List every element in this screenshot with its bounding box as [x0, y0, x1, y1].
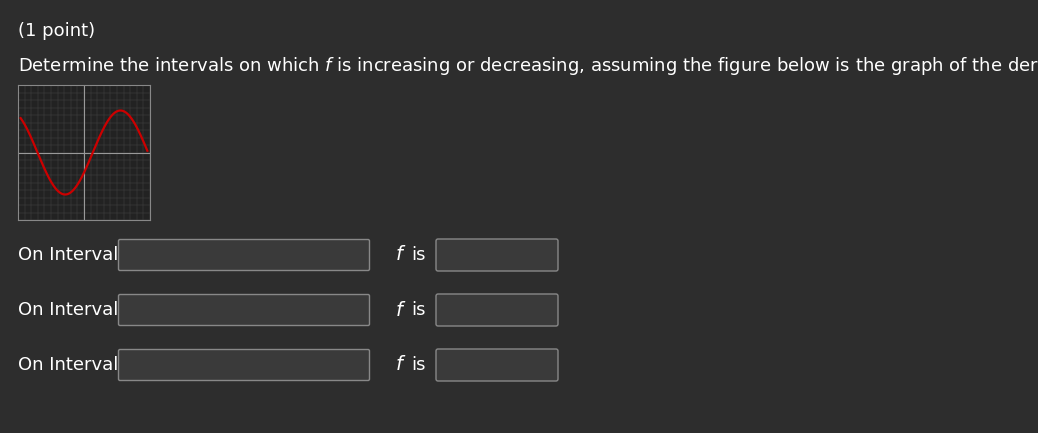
Text: is: is — [411, 246, 426, 264]
Text: Decreasing: Decreasing — [446, 246, 540, 264]
FancyBboxPatch shape — [436, 349, 558, 381]
Text: v: v — [544, 306, 551, 319]
FancyBboxPatch shape — [118, 294, 370, 326]
Text: is: is — [411, 356, 426, 374]
Text: $f$: $f$ — [395, 301, 406, 320]
Text: $f$: $f$ — [395, 355, 406, 375]
Text: Decreasing: Decreasing — [446, 356, 540, 374]
FancyBboxPatch shape — [118, 349, 370, 381]
Text: v: v — [544, 251, 551, 264]
Text: $f$: $f$ — [395, 246, 406, 265]
Text: On Interval 2:: On Interval 2: — [18, 301, 142, 319]
Text: v: v — [544, 361, 551, 374]
FancyBboxPatch shape — [118, 239, 370, 271]
FancyBboxPatch shape — [436, 239, 558, 271]
Text: Increasing: Increasing — [446, 301, 531, 319]
Text: is: is — [411, 301, 426, 319]
FancyBboxPatch shape — [436, 294, 558, 326]
Text: On Interval 1:: On Interval 1: — [18, 246, 141, 264]
Text: On Interval 3:: On Interval 3: — [18, 356, 142, 374]
Text: (1 point): (1 point) — [18, 22, 95, 40]
Text: Determine the intervals on which $f$ is increasing or decreasing, assuming the f: Determine the intervals on which $f$ is … — [18, 55, 1038, 77]
